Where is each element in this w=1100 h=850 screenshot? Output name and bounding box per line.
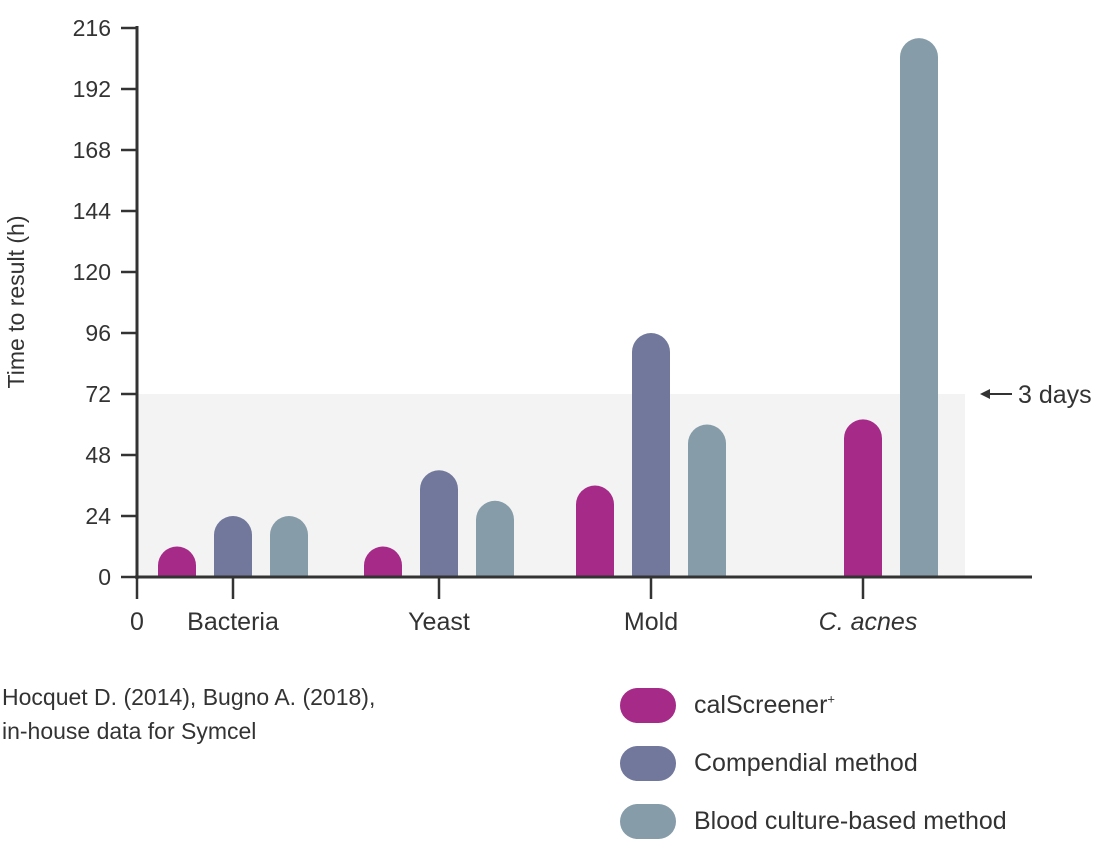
legend-label: Compendial method bbox=[694, 748, 918, 777]
legend-item-blood-culture: Blood culture-based method bbox=[620, 792, 1007, 850]
x-tick-label: Bacteria bbox=[187, 608, 279, 636]
legend-item-compendial: Compendial method bbox=[620, 734, 1007, 792]
legend: calScreener+ Compendial method Blood cul… bbox=[620, 676, 1007, 850]
bar-mold-0 bbox=[576, 485, 614, 577]
y-tick-label: 24 bbox=[85, 503, 111, 529]
legend-label: calScreener+ bbox=[694, 690, 835, 719]
y-tick-label: 72 bbox=[85, 381, 111, 407]
bar-c-acnes-2 bbox=[900, 38, 938, 577]
y-tick-label: 192 bbox=[73, 76, 111, 102]
bar-bacteria-1 bbox=[214, 516, 252, 577]
y-tick-label: 168 bbox=[73, 137, 111, 163]
shaded-band bbox=[137, 394, 965, 577]
y-tick-label: 48 bbox=[85, 442, 111, 468]
y-tick-label: 144 bbox=[73, 198, 112, 224]
source-line-1: Hocquet D. (2014), Bugno A. (2018), bbox=[2, 684, 376, 710]
legend-swatch bbox=[620, 687, 676, 723]
bar-bacteria-2 bbox=[270, 516, 308, 577]
bar-yeast-0 bbox=[364, 546, 402, 577]
y-tick-label: 120 bbox=[73, 259, 111, 285]
legend-swatch bbox=[620, 803, 676, 839]
legend-label: Blood culture-based method bbox=[694, 806, 1007, 835]
bar-mold-1 bbox=[632, 333, 670, 577]
annotation-label: 3 days bbox=[1018, 381, 1092, 409]
y-tick-label: 216 bbox=[73, 15, 111, 41]
bar-mold-2 bbox=[688, 424, 726, 577]
y-tick-label: 0 bbox=[98, 564, 111, 590]
y-tick-label: 96 bbox=[85, 320, 111, 346]
bar-chart: 0 24 48 72 96 120 144 168 192 216 0 Bacteria Yeast Mo… bbox=[3, 15, 1092, 636]
bar-c-acnes-0 bbox=[844, 419, 882, 577]
bar-yeast-2 bbox=[476, 500, 514, 577]
legend-item-calscreener: calScreener+ bbox=[620, 676, 1007, 734]
bar-yeast-1 bbox=[420, 470, 458, 577]
x-tick-label: Yeast bbox=[408, 608, 470, 636]
x-origin-label: 0 bbox=[130, 608, 144, 636]
x-tick-label: Mold bbox=[624, 608, 678, 636]
source-line-2: in-house data for Symcel bbox=[2, 718, 257, 744]
y-axis-label: Time to result (h) bbox=[3, 216, 29, 389]
source-note: Hocquet D. (2014), Bugno A. (2018), in-h… bbox=[2, 680, 375, 748]
legend-swatch bbox=[620, 745, 676, 781]
x-tick-label: C. acnes bbox=[819, 608, 918, 636]
bar-bacteria-0 bbox=[158, 546, 196, 577]
left-arrow-icon bbox=[980, 389, 990, 399]
